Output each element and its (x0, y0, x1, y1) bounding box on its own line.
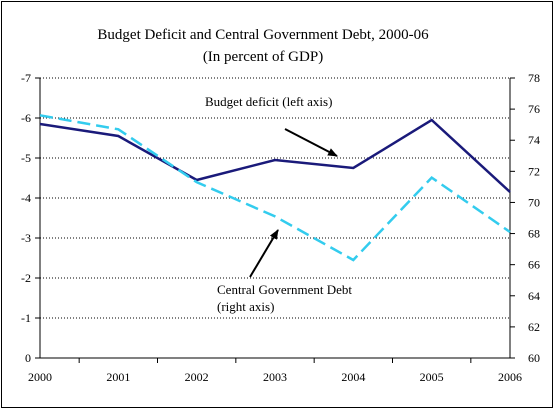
x-tick-label: 2002 (185, 370, 209, 384)
x-tick-label: 2005 (420, 370, 444, 384)
left-tick-label: -4 (21, 191, 31, 205)
annotation-debt-line1: Central Government Debt (217, 282, 352, 297)
left-tick-label: -2 (21, 271, 31, 285)
government-debt-line (39, 114, 511, 262)
right-tick-label: 74 (528, 133, 540, 147)
left-tick-label: -3 (21, 231, 31, 245)
chart-title: Budget Deficit and Central Government De… (97, 27, 429, 43)
annotation-budget-deficit: Budget deficit (left axis) (205, 94, 332, 109)
chart-subtitle: (In percent of GDP) (203, 49, 323, 65)
left-tick-label: 0 (25, 351, 31, 365)
left-tick-label: -6 (21, 111, 31, 125)
right-tick-label: 66 (528, 258, 540, 272)
left-tick-label: -5 (21, 151, 31, 165)
x-tick-label: 2001 (106, 370, 130, 384)
x-tick-label: 2004 (341, 370, 365, 384)
x-tick-label: 2006 (498, 370, 522, 384)
right-tick-label: 62 (528, 320, 540, 334)
annotation-debt-line2: (right axis) (217, 299, 274, 314)
left-axis-ticks: -7 -6 -5 -4 -3 -2 -1 0 (21, 71, 40, 365)
annotation-arrow-budget (284, 128, 338, 157)
annotation-arrow-debt (249, 229, 279, 278)
right-tick-label: 78 (528, 71, 540, 85)
left-tick-label: -1 (21, 311, 31, 325)
x-tick-label: 2003 (263, 370, 287, 384)
left-tick-label: -7 (21, 71, 31, 85)
budget-deficit-line (39, 118, 511, 193)
right-tick-label: 76 (528, 102, 540, 116)
right-tick-label: 72 (528, 164, 540, 178)
gridlines (40, 77, 510, 319)
right-axis-ticks: 78 76 74 72 70 68 66 64 62 60 (510, 71, 540, 365)
right-tick-label: 64 (528, 289, 540, 303)
x-axis-ticks: 2000 2001 2002 2003 2004 2005 2006 (28, 358, 522, 384)
right-tick-label: 60 (528, 351, 540, 365)
series-group (39, 114, 511, 262)
right-tick-label: 68 (528, 227, 540, 241)
right-tick-label: 70 (528, 195, 540, 209)
x-tick-label: 2000 (28, 370, 52, 384)
axes (39, 78, 511, 359)
